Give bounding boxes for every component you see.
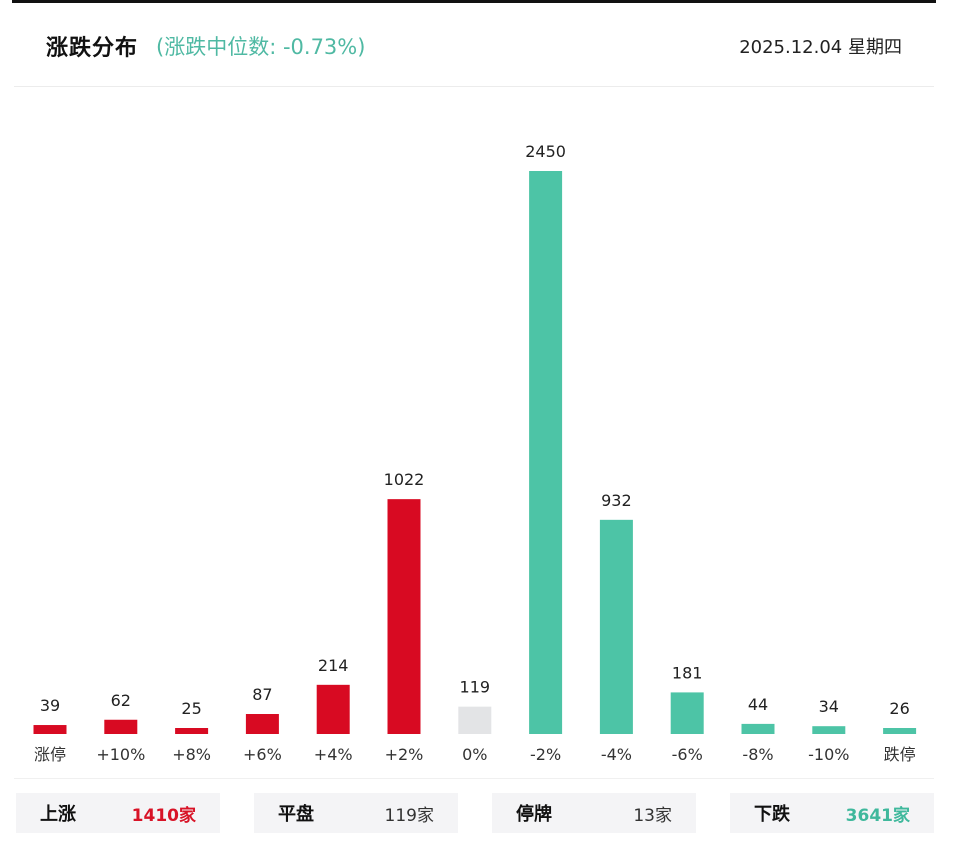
header-divider [14,86,934,87]
category-label: 跌停 [884,745,916,764]
stat-suspended-label: 停牌 [516,804,552,825]
bar-6 [458,706,492,734]
stat-suspended-value: 13家 [633,805,672,826]
stat-flat-value: 119家 [384,805,434,826]
bar-1 [104,719,138,734]
stat-up-label: 上涨 [40,804,76,825]
footer-divider [14,778,934,779]
bar-5 [387,499,421,734]
bar-8 [599,519,633,734]
chart-header: 涨跌分布 (涨跌中位数: -0.73%) 2025.12.04 星期四 [14,20,934,72]
stat-flat-label: 平盘 [278,804,314,825]
bar-value-label: 214 [318,656,349,675]
stat-down-value: 3641家 [845,805,910,826]
bar-value-label: 1022 [384,470,425,489]
bar-10 [741,723,775,734]
bar-value-label: 62 [111,691,131,710]
category-label: +4% [314,745,353,764]
bar-12 [883,728,917,734]
stat-down-label: 下跌 [754,804,790,825]
distribution-bar-chart: 39 涨停 62 +10% 25 +8% 87 +6% 214 +4% 1022 +2% 119 0% 24… [33,142,917,764]
bar-value-label: 2450 [525,142,566,161]
bar-value-label: 25 [181,699,201,718]
bar-4 [316,684,350,734]
category-label: 涨停 [34,745,66,764]
bar-3 [245,714,279,734]
category-label: +2% [385,745,424,764]
bar-2 [175,728,209,734]
stat-suspended: 停牌 13家 [492,793,696,833]
category-label: -8% [742,745,773,764]
top-rule [12,0,936,3]
median-change: (涨跌中位数: -0.73%) [156,35,366,59]
category-label: -6% [672,745,703,764]
category-label: -10% [808,745,849,764]
category-label: +10% [96,745,145,764]
category-label: 0% [462,745,487,764]
bar-7 [529,171,563,734]
stat-flat: 平盘 119家 [254,793,458,833]
chart-title: 涨跌分布 [46,36,139,61]
bar-value-label: 932 [601,491,632,510]
trade-date: 2025.12.04 星期四 [739,37,902,58]
bar-0 [33,725,67,734]
bar-9 [670,692,704,734]
stat-down: 下跌 3641家 [730,793,934,833]
bar-value-label: 87 [252,685,272,704]
bar-value-label: 119 [460,678,491,697]
stat-up: 上涨 1410家 [16,793,220,833]
bar-value-label: 39 [40,696,60,715]
bar-value-label: 181 [672,663,703,682]
bar-value-label: 26 [889,699,909,718]
stat-up-value: 1410家 [131,805,196,826]
category-label: +8% [172,745,211,764]
category-label: -2% [530,745,561,764]
bar-11 [812,726,846,734]
category-label: +6% [243,745,282,764]
bar-value-label: 34 [819,697,839,716]
category-label: -4% [601,745,632,764]
bar-value-label: 44 [748,695,768,714]
